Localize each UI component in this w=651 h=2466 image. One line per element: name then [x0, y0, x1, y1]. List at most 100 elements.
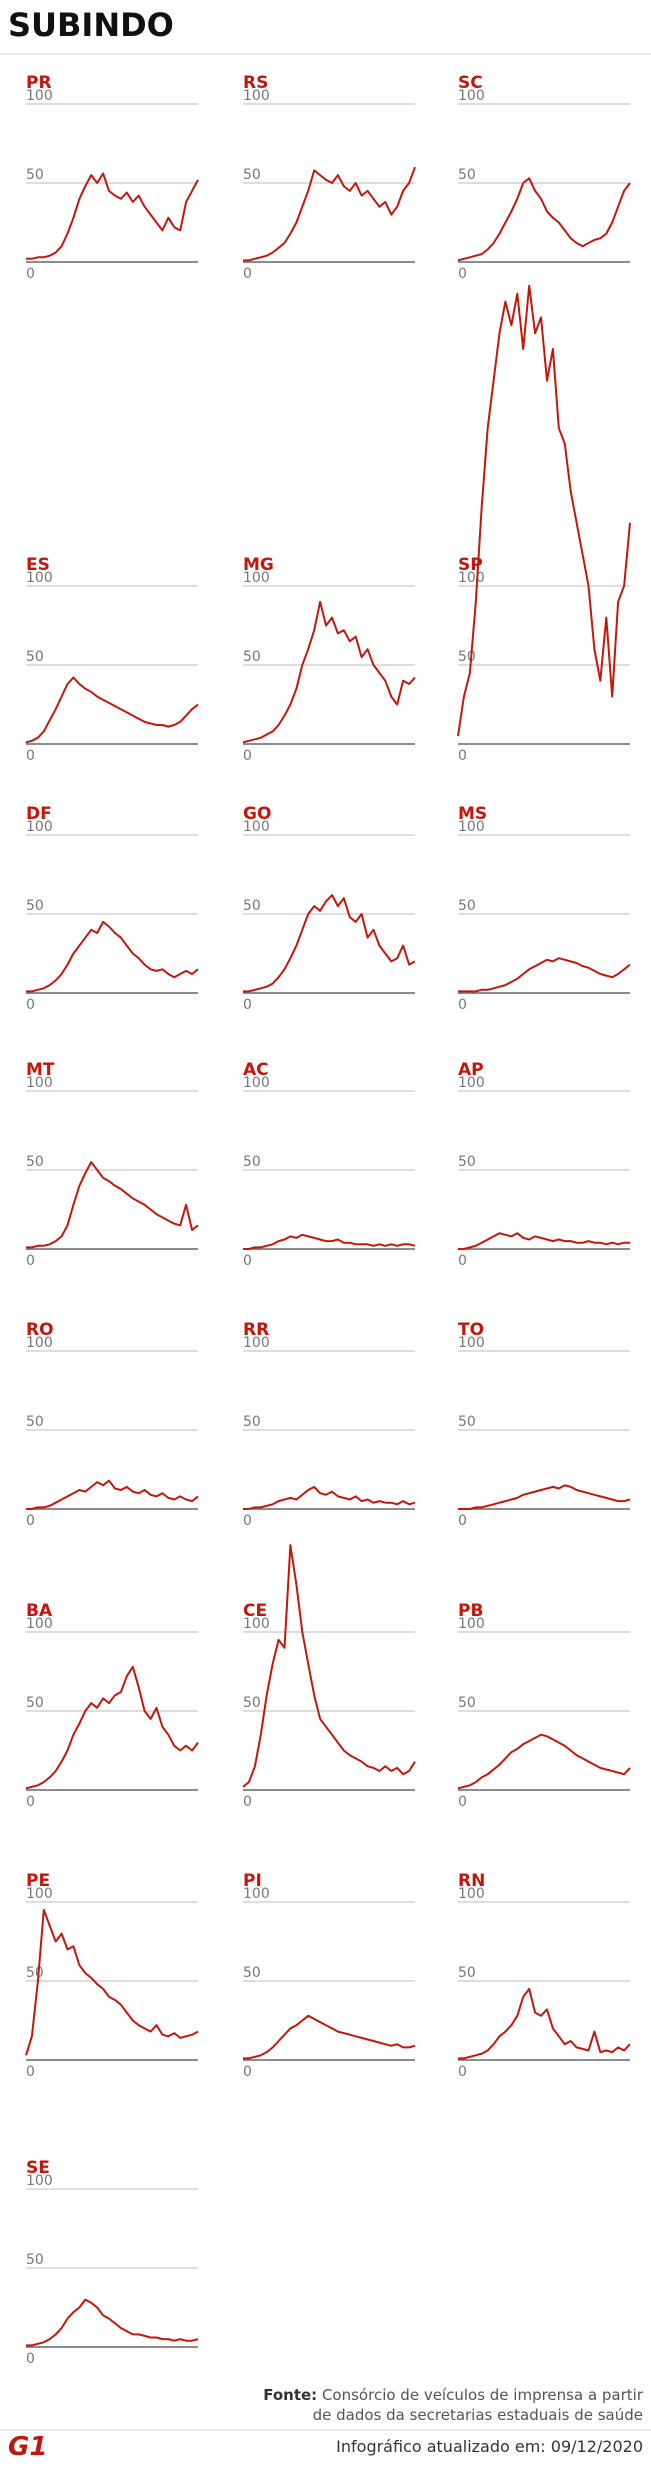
y-tick-label: 50	[243, 1695, 261, 1711]
y-tick-label: 50	[26, 1965, 44, 1981]
y-tick-label: 50	[458, 1695, 476, 1711]
panel-label: ES	[26, 555, 50, 575]
data-line	[243, 1233, 416, 1250]
panel-label: SP	[458, 555, 483, 575]
y-tick-label: 100	[458, 1616, 485, 1632]
data-line	[458, 957, 631, 993]
y-tick-label: 100	[243, 1075, 270, 1091]
y-tick-label: 50	[458, 1154, 476, 1170]
y-tick-label: 0	[458, 1253, 467, 1269]
panel-label: RS	[243, 73, 268, 93]
data-line	[26, 1479, 199, 1510]
panel-label: AC	[243, 1060, 269, 1080]
data-line	[457, 284, 631, 737]
panel-label: RO	[26, 1320, 54, 1340]
y-tick-label: 50	[243, 649, 261, 665]
chart-title: SUBINDO	[8, 6, 174, 44]
data-line	[458, 1987, 631, 2060]
logo: G1	[8, 2432, 47, 2462]
y-tick-label: 0	[243, 266, 252, 282]
y-tick-label: 0	[243, 2064, 252, 2080]
y-tick-label: 0	[26, 1513, 35, 1529]
y-tick-label: 100	[243, 1335, 270, 1351]
data-line	[25, 676, 199, 744]
source-line: Consórcio de veículos de imprensa a part…	[322, 2386, 644, 2404]
y-tick-label: 50	[26, 649, 44, 665]
y-tick-label: 100	[243, 1616, 270, 1632]
data-line	[242, 1544, 416, 1788]
y-tick-label: 100	[243, 88, 270, 104]
panel-label: SC	[458, 73, 483, 93]
data-line	[25, 1908, 199, 2056]
panel-label: AP	[458, 1060, 484, 1080]
panel-label: PE	[26, 1871, 50, 1891]
y-tick-label: 50	[26, 1414, 44, 1430]
y-tick-label: 100	[458, 819, 485, 835]
updated: Infográfico atualizado em: 09/12/2020	[336, 2437, 643, 2456]
y-tick-label: 0	[458, 2064, 467, 2080]
y-tick-label: 100	[243, 570, 270, 586]
y-tick-label: 100	[26, 1616, 53, 1632]
y-tick-label: 100	[26, 1075, 53, 1091]
y-tick-label: 0	[458, 1794, 467, 1810]
source-line: de dados da secretarias estaduais de saú…	[313, 2406, 643, 2424]
y-tick-label: 50	[243, 167, 261, 183]
source: Fonte: Consórcio de veículos de imprensa…	[263, 2386, 644, 2404]
y-tick-label: 0	[26, 2351, 35, 2367]
data-line	[243, 1485, 416, 1510]
y-tick-label: 0	[243, 1253, 252, 1269]
y-tick-label: 100	[458, 1335, 485, 1351]
y-tick-label: 50	[458, 167, 476, 183]
y-tick-label: 50	[243, 1965, 261, 1981]
panel-label: GO	[243, 804, 271, 824]
y-tick-label: 50	[26, 2252, 44, 2268]
y-tick-label: 50	[243, 898, 261, 914]
y-tick-label: 50	[26, 1695, 44, 1711]
y-tick-label: 100	[26, 819, 53, 835]
panel-label: SE	[26, 2158, 50, 2178]
y-tick-label: 100	[26, 2173, 53, 2189]
y-tick-label: 50	[243, 1414, 261, 1430]
panel-label: TO	[458, 1320, 484, 1340]
data-line	[26, 1161, 199, 1249]
panel-label: RN	[458, 1871, 485, 1891]
data-line	[242, 600, 416, 744]
y-tick-label: 100	[26, 1335, 53, 1351]
y-tick-label: 0	[243, 1513, 252, 1529]
data-line	[25, 1665, 199, 1790]
y-tick-label: 100	[458, 1075, 485, 1091]
data-line	[457, 177, 631, 262]
y-tick-label: 100	[243, 1886, 270, 1902]
data-line	[243, 2014, 416, 2060]
y-tick-label: 0	[458, 997, 467, 1013]
panel-label: BA	[26, 1601, 53, 1621]
data-line	[457, 1733, 631, 1790]
panel-label: PI	[243, 1871, 262, 1891]
panel-label: RR	[243, 1320, 269, 1340]
y-tick-label: 100	[26, 570, 53, 586]
y-tick-label: 0	[26, 997, 35, 1013]
y-tick-label: 50	[458, 649, 476, 665]
data-line	[26, 2298, 199, 2347]
data-line	[458, 1232, 630, 1250]
panel-label: MG	[243, 555, 274, 575]
y-tick-label: 0	[26, 2064, 35, 2080]
panel-label: PR	[26, 73, 52, 93]
y-tick-label: 100	[243, 819, 270, 835]
panel-label: CE	[243, 1601, 267, 1621]
data-line	[26, 172, 199, 260]
y-tick-label: 0	[26, 1253, 35, 1269]
y-tick-label: 50	[26, 167, 44, 183]
panel-label: DF	[26, 804, 52, 824]
y-tick-label: 100	[26, 88, 53, 104]
y-tick-label: 0	[458, 266, 467, 282]
panel-label: MT	[26, 1060, 55, 1080]
y-tick-label: 50	[26, 898, 44, 914]
y-tick-label: 0	[458, 1513, 467, 1529]
panel-label: MS	[458, 804, 487, 824]
y-tick-label: 50	[458, 898, 476, 914]
y-tick-label: 0	[243, 1794, 252, 1810]
y-tick-label: 50	[243, 1154, 261, 1170]
source-label: Fonte:	[263, 2386, 317, 2404]
